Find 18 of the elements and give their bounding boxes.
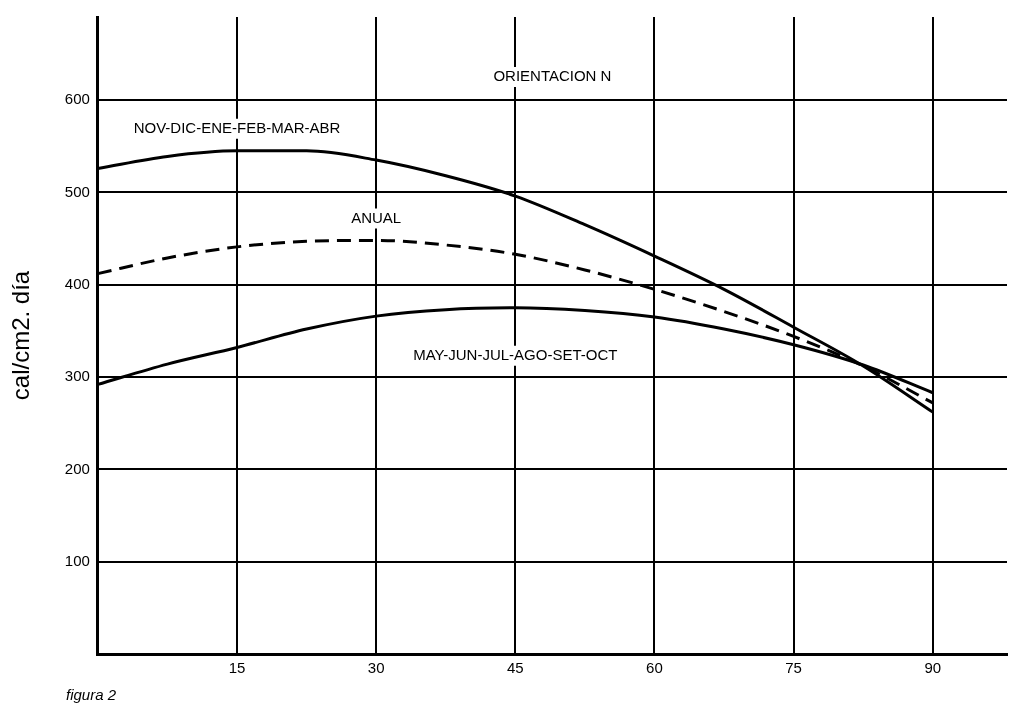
x-tick-label: 45 — [506, 659, 524, 677]
text: ORIENTACION N — [493, 67, 612, 85]
x-tick-label: 75 — [785, 659, 802, 677]
x-tick-label: 60 — [646, 659, 663, 677]
y-tick-label: 100 — [64, 551, 90, 569]
y-tick-label: 400 — [64, 274, 90, 292]
text: figura 2 — [66, 686, 117, 704]
x-tick-label: 30 — [367, 659, 385, 677]
y-tick-label: 300 — [64, 367, 90, 385]
y-axis-title: cal/cm2. día — [7, 270, 35, 401]
series-label: NOV-DIC-ENE-FEB-MAR-ABR — [133, 119, 341, 136]
y-tick-label: 200 — [64, 459, 90, 477]
series-label: ANUAL — [351, 208, 402, 226]
x-tick-label: 90 — [924, 659, 942, 677]
y-tick-label: 600 — [64, 90, 90, 108]
text: MAY-JUN-JUL-AGO-SET-OCT — [413, 345, 618, 363]
y-tick-label: 500 — [64, 182, 90, 200]
x-tick-label: 15 — [228, 659, 246, 677]
